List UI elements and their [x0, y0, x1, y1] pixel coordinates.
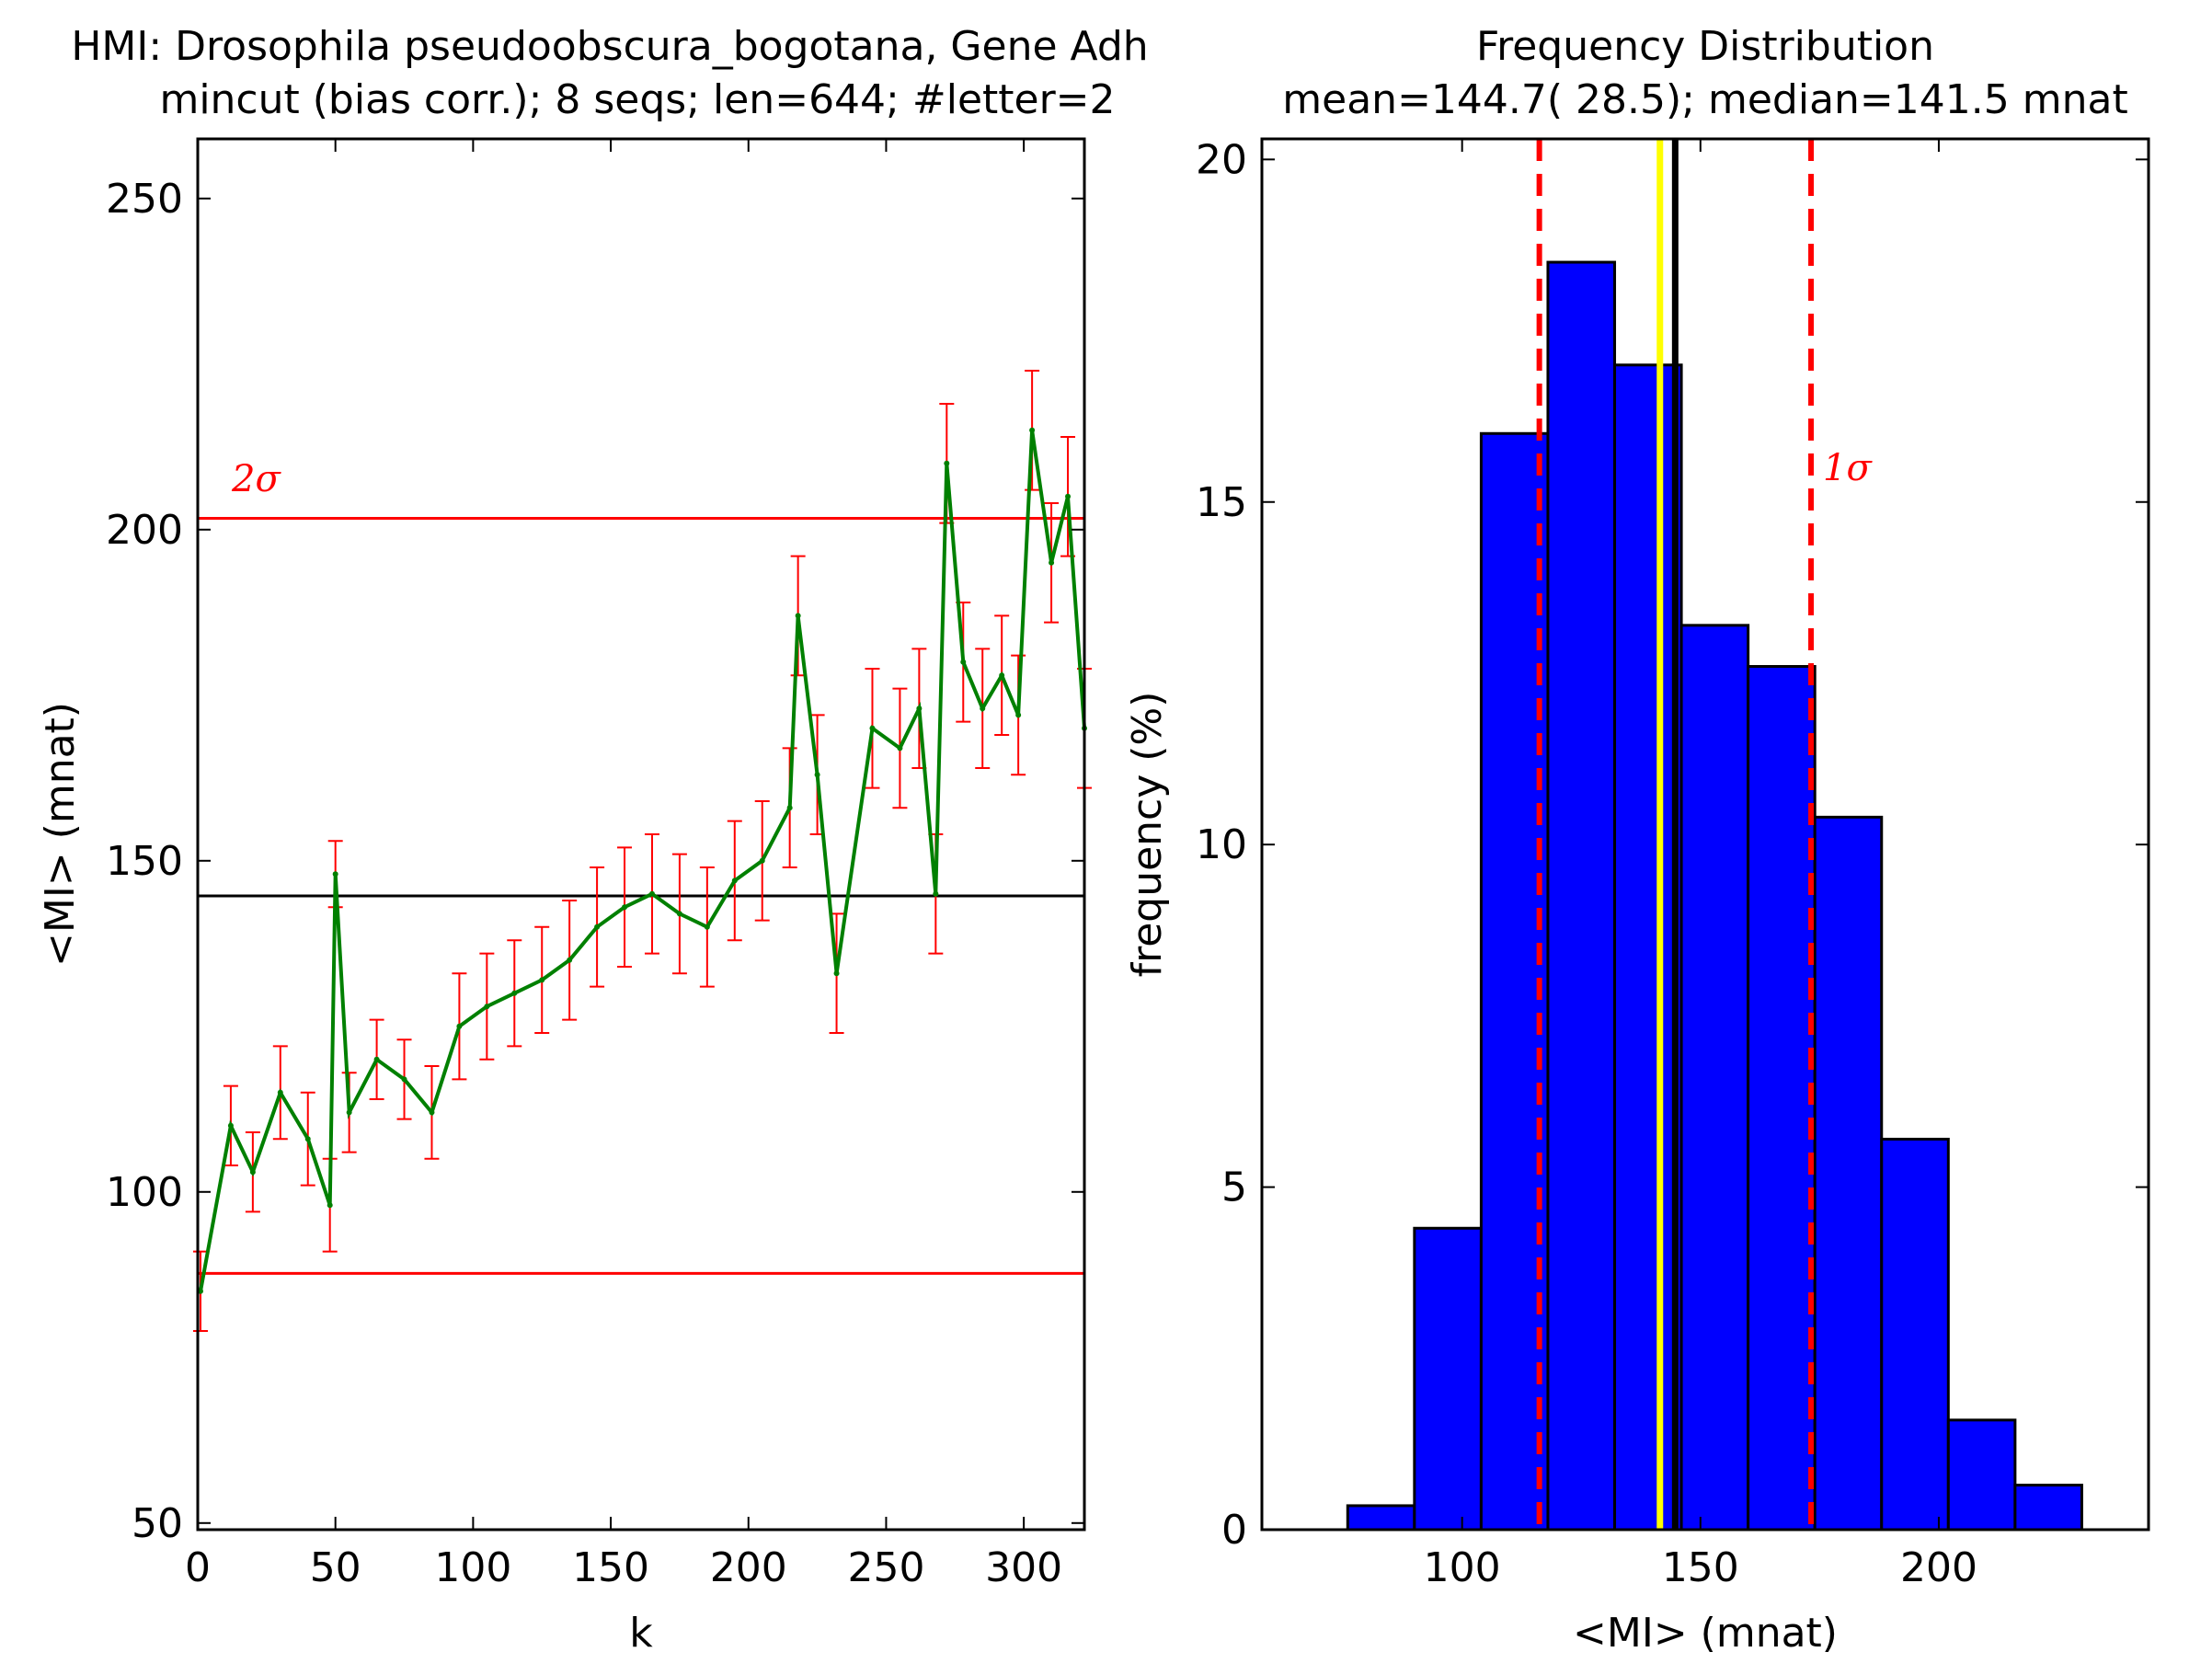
- mi-data-point: [511, 990, 518, 996]
- x-tick-label: 200: [710, 1544, 787, 1591]
- mi-data-point: [759, 857, 765, 864]
- left-plot-area: [192, 370, 1092, 1332]
- left-chart-subtitle: mincut (bias corr.); 8 seqs; len=644; #l…: [159, 76, 1115, 123]
- mi-data-point: [327, 1202, 333, 1209]
- mi-data-point: [332, 871, 338, 878]
- left-x-axis: 0 50 100 150 200 250 300: [185, 139, 1062, 1591]
- histogram-bar: [1546, 260, 1617, 1532]
- mi-data-point: [1015, 712, 1022, 718]
- one-sigma-annotation: 1σ: [1823, 447, 1873, 489]
- mi-data-point: [456, 1023, 463, 1029]
- mi-data-point: [567, 957, 573, 963]
- left-axes-frame: [196, 137, 1086, 1532]
- right-chart-subtitle: mean=144.7( 28.5); median=141.5 mnat: [1282, 76, 2127, 123]
- y-tick-label: 0: [1221, 1507, 1247, 1554]
- mi-data-point: [731, 878, 738, 884]
- x-tick-label: 100: [434, 1544, 511, 1591]
- histogram-bar: [1813, 815, 1884, 1532]
- mi-data-point: [833, 970, 840, 977]
- mi-data-point: [897, 745, 903, 751]
- left-y-axis-label: <MI> (mnat): [37, 702, 84, 967]
- mi-data-point: [648, 890, 655, 897]
- y-tick-label: 200: [106, 507, 183, 554]
- y-tick-label: 10: [1196, 821, 1247, 868]
- mi-data-point: [869, 725, 876, 731]
- histogram-bar: [1880, 1137, 1950, 1532]
- x-tick-label: 0: [185, 1544, 211, 1591]
- histogram-bar: [1613, 363, 1683, 1532]
- x-tick-label: 150: [1662, 1544, 1739, 1591]
- left-chart-title: HMI: Drosophila pseudoobscura_bogotana, …: [71, 23, 1148, 70]
- mi-data-point: [1065, 493, 1072, 499]
- mi-data-point: [786, 805, 793, 811]
- mi-data-point: [277, 1089, 283, 1096]
- left-chart: HMI: Drosophila pseudoobscura_bogotana, …: [37, 23, 1149, 1657]
- mi-data-point: [346, 1109, 352, 1116]
- mi-data-point: [676, 911, 682, 917]
- mi-data-point: [933, 890, 939, 897]
- right-chart-title: Frequency Distribution: [1476, 23, 1934, 70]
- right-y-axis-label: frequency (%): [1124, 692, 1171, 978]
- right-axes-frame: [1260, 137, 2150, 1532]
- mi-data-point: [1029, 427, 1036, 433]
- x-tick-label: 100: [1424, 1544, 1501, 1591]
- mi-data-point: [999, 672, 1005, 679]
- mi-data-point: [944, 460, 950, 466]
- y-tick-label: 250: [106, 176, 183, 223]
- mi-data-point: [704, 924, 710, 930]
- histogram-bar: [1346, 1504, 1416, 1532]
- y-tick-label: 150: [106, 838, 183, 885]
- mi-data-point: [1049, 559, 1055, 566]
- mi-data-point: [373, 1056, 380, 1062]
- right-chart: Frequency Distribution mean=144.7( 28.5)…: [1124, 23, 2150, 1657]
- mi-data-point: [960, 659, 967, 665]
- histogram-bar: [1747, 665, 1817, 1532]
- mi-data-point: [795, 613, 801, 619]
- mi-data-point: [539, 977, 545, 983]
- two-sigma-annotation: 2σ: [231, 458, 281, 500]
- y-tick-label: 100: [106, 1169, 183, 1216]
- y-tick-label: 5: [1221, 1164, 1247, 1211]
- left-x-axis-label: k: [629, 1610, 653, 1657]
- histogram-bar: [2013, 1484, 2083, 1532]
- y-tick-label: 15: [1196, 479, 1247, 526]
- mi-data-point: [249, 1169, 256, 1176]
- mi-data-point: [814, 772, 820, 778]
- left-y-axis: 50 100 150 200 250: [106, 176, 1084, 1547]
- mi-data-point: [916, 706, 923, 712]
- x-tick-label: 200: [1900, 1544, 1977, 1591]
- x-tick-label: 250: [847, 1544, 924, 1591]
- mi-data-point: [484, 1004, 490, 1010]
- right-x-axis-label: <MI> (mnat): [1573, 1610, 1838, 1657]
- right-x-axis: 100 150 200: [1424, 139, 1977, 1591]
- y-tick-label: 50: [132, 1500, 183, 1547]
- histogram-bar: [1946, 1418, 2017, 1532]
- y-tick-label: 20: [1196, 136, 1247, 183]
- mi-data-point: [622, 904, 628, 911]
- mi-data-point: [304, 1136, 311, 1142]
- mi-data-point: [401, 1076, 407, 1083]
- mi-data-point: [429, 1109, 435, 1116]
- mi-data-point: [227, 1122, 234, 1129]
- histogram-bar: [1413, 1226, 1483, 1532]
- mi-data-point: [594, 924, 601, 930]
- x-tick-label: 150: [572, 1544, 649, 1591]
- mi-series-line: [199, 430, 1086, 1292]
- x-tick-label: 50: [310, 1544, 361, 1591]
- right-y-axis: 0 5 10 15 20: [1196, 136, 2149, 1554]
- x-tick-label: 300: [985, 1544, 1062, 1591]
- mi-data-point: [980, 706, 986, 712]
- histogram-bar: [1679, 624, 1750, 1532]
